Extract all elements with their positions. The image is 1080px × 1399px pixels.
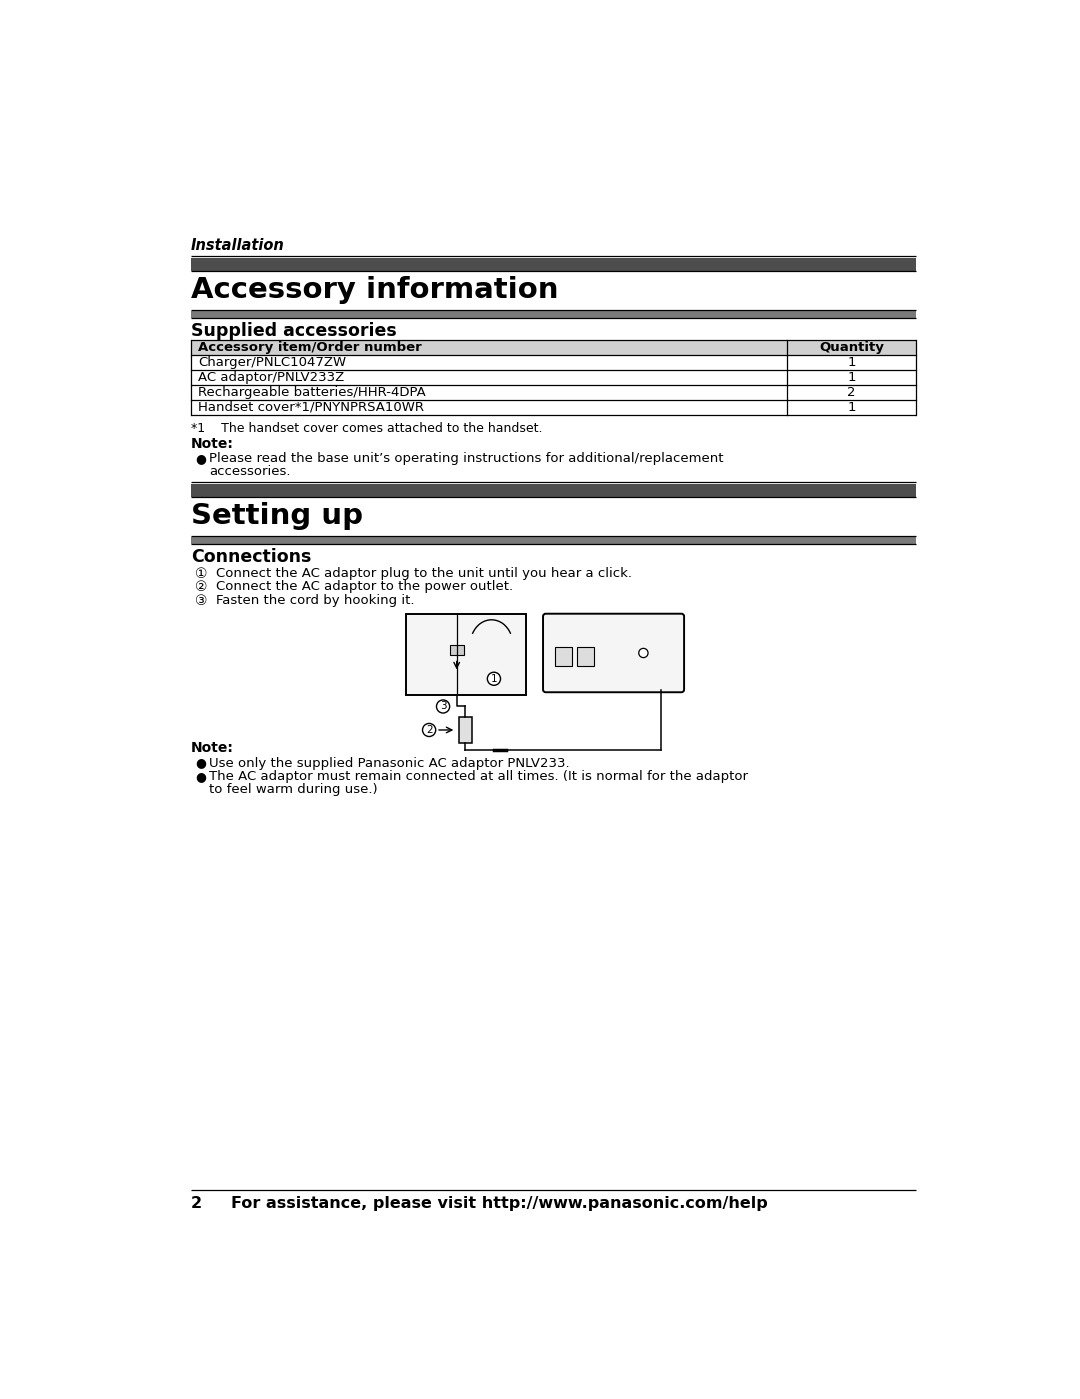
Text: AC adaptor/PNLV233Z: AC adaptor/PNLV233Z [198,371,345,383]
Bar [191,257,916,271]
Text: Charger/PNLC1047ZW: Charger/PNLC1047ZW [198,355,346,368]
Bar [577,648,594,666]
Bar [459,716,472,743]
Text: 2: 2 [848,386,855,399]
Text: to feel warm during use.): to feel warm during use.) [210,783,378,796]
Text: ●: ● [195,757,206,769]
Text: 2: 2 [191,1196,202,1210]
Circle shape [436,700,449,713]
Text: *1    The handset cover comes attached to the handset.: *1 The handset cover comes attached to t… [191,421,542,435]
Text: Note:: Note: [191,741,233,755]
Text: Accessory item/Order number: Accessory item/Order number [198,340,421,354]
Text: accessories.: accessories. [210,464,291,478]
Text: ●: ● [195,452,206,464]
Text: 1: 1 [848,371,855,383]
Bar [449,645,463,655]
Text: ③: ③ [194,593,207,607]
Text: Note:: Note: [191,436,233,450]
Text: Use only the supplied Panasonic AC adaptor PNLV233.: Use only the supplied Panasonic AC adapt… [210,757,570,769]
Text: Handset cover*1/PNYNPRSA10WR: Handset cover*1/PNYNPRSA10WR [198,400,423,414]
Bar [555,648,572,666]
Bar [191,537,916,544]
Text: Installation: Installation [191,238,284,253]
FancyBboxPatch shape [543,614,684,693]
Text: 1: 1 [490,674,497,684]
Circle shape [638,648,648,658]
Text: Supplied accessories: Supplied accessories [191,322,396,340]
Bar [191,340,916,354]
Text: Quantity: Quantity [820,340,885,354]
Text: Fasten the cord by hooking it.: Fasten the cord by hooking it. [216,593,414,607]
Text: The AC adaptor must remain connected at all times. (It is normal for the adaptor: The AC adaptor must remain connected at … [210,769,748,783]
Text: Accessory information: Accessory information [191,276,558,304]
Text: Rechargeable batteries/HHR-4DPA: Rechargeable batteries/HHR-4DPA [198,386,426,399]
Text: 1: 1 [848,355,855,368]
Bar [191,311,916,318]
Circle shape [422,723,435,736]
Circle shape [487,673,500,686]
Text: ①: ① [194,567,207,581]
Text: 1: 1 [848,400,855,414]
Text: Connections: Connections [191,548,311,567]
Text: 2: 2 [426,725,432,734]
Text: Connect the AC adaptor to the power outlet.: Connect the AC adaptor to the power outl… [216,581,513,593]
Text: 3: 3 [440,701,446,712]
Text: For assistance, please visit http://www.panasonic.com/help: For assistance, please visit http://www.… [231,1196,768,1210]
Text: Please read the base unit’s operating instructions for additional/replacement: Please read the base unit’s operating in… [210,452,724,464]
Text: Setting up: Setting up [191,502,363,530]
Text: ②: ② [194,581,207,595]
FancyBboxPatch shape [406,614,526,695]
Bar [191,484,916,498]
Text: Connect the AC adaptor plug to the unit until you hear a click.: Connect the AC adaptor plug to the unit … [216,567,632,579]
Text: ●: ● [195,769,206,783]
